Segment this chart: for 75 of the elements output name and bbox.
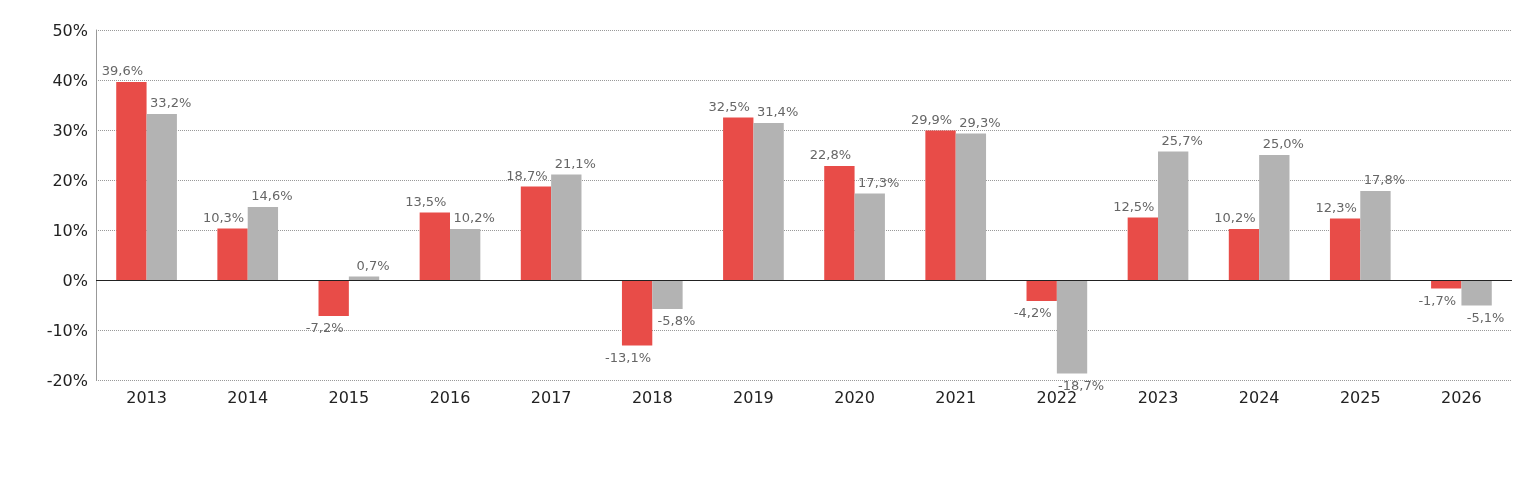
bar <box>247 207 279 280</box>
bar <box>1431 280 1462 289</box>
bar <box>824 166 855 280</box>
bar <box>652 280 683 309</box>
data-label: 10,2% <box>453 210 495 225</box>
bar <box>520 186 552 280</box>
bar <box>1360 191 1391 280</box>
y-tick-label: 40% <box>52 70 88 90</box>
data-label: -7,2% <box>305 320 344 335</box>
data-label: 32,5% <box>708 98 750 114</box>
data-label: 29,9% <box>910 111 953 127</box>
bar <box>1329 218 1361 280</box>
x-tick-label: 2014 <box>227 387 269 407</box>
y-tick-label: -10% <box>46 320 88 340</box>
data-label: 21,1% <box>554 155 596 171</box>
data-label: 14,6% <box>251 188 293 203</box>
data-label: 10,3% <box>202 209 245 225</box>
x-tick-label: 2021 <box>935 387 977 407</box>
bar <box>419 212 450 280</box>
data-label: 22,8% <box>809 147 852 162</box>
bar <box>116 82 147 280</box>
data-label: 25,7% <box>1161 132 1203 148</box>
bar <box>1127 217 1158 280</box>
data-label: 29,3% <box>959 114 1001 130</box>
data-label: 10,2% <box>1214 210 1256 225</box>
data-label: 39,6% <box>101 63 144 78</box>
bar <box>551 174 582 280</box>
data-label: 25,0% <box>1262 136 1304 151</box>
y-tick-label: 50% <box>52 20 88 40</box>
data-label: -13,1% <box>605 349 652 365</box>
x-tick-label: 2024 <box>1238 387 1280 407</box>
y-tick-label: 0% <box>62 270 88 290</box>
x-tick-label: 2013 <box>126 387 167 407</box>
data-label: -1,7% <box>1418 292 1457 308</box>
bar <box>1056 280 1088 374</box>
data-label: 33,2% <box>150 95 192 110</box>
bar <box>955 133 987 280</box>
bar <box>146 114 177 280</box>
bar <box>1259 155 1290 280</box>
x-tick-label: 2025 <box>1339 387 1381 407</box>
bar <box>925 130 956 280</box>
y-tick-label: -20% <box>46 370 88 390</box>
bar <box>1158 151 1189 280</box>
x-tick-label: 2017 <box>530 387 572 407</box>
data-label: 17,3% <box>858 174 900 190</box>
y-tick-label: 10% <box>52 220 88 240</box>
data-label: 12,3% <box>1315 199 1357 215</box>
y-tick-label: 20% <box>52 170 88 190</box>
bar <box>753 123 784 280</box>
data-label: 17,8% <box>1363 172 1406 187</box>
bar <box>217 228 248 280</box>
data-label: -4,2% <box>1013 305 1052 320</box>
data-label: 31,4% <box>756 104 799 119</box>
data-label: 0,7% <box>356 257 390 273</box>
bar <box>450 229 481 280</box>
x-tick-label: 2019 <box>733 387 774 407</box>
bar <box>1461 280 1492 306</box>
data-label: 12,5% <box>1113 198 1155 214</box>
bar <box>1228 229 1260 280</box>
x-tick-label: 2018 <box>631 387 673 407</box>
x-tick-label: 2026 <box>1441 387 1482 407</box>
x-tick-label: 2016 <box>429 387 471 407</box>
data-label: 13,5% <box>405 193 447 209</box>
bar <box>621 280 653 346</box>
data-label: 18,7% <box>506 167 548 183</box>
bar <box>318 280 349 316</box>
x-tick-label: 2020 <box>834 387 875 407</box>
bar <box>723 117 754 280</box>
bar <box>1026 280 1057 301</box>
x-tick-label: 2015 <box>328 387 370 407</box>
data-label: -5,8% <box>657 313 696 328</box>
x-tick-label: 2023 <box>1137 387 1179 407</box>
data-label: -5,1% <box>1466 309 1505 325</box>
y-tick-label: 30% <box>52 120 88 140</box>
bar <box>854 193 885 280</box>
